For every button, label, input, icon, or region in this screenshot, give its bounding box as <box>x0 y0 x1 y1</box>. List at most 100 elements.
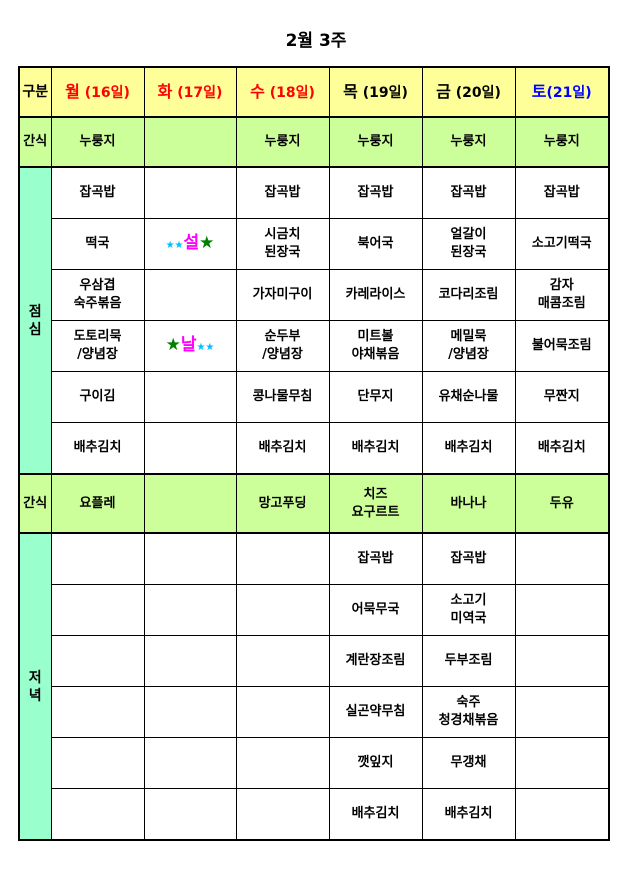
cell-text: 잡곡밥 <box>450 551 487 566</box>
menu-cell <box>235 532 330 585</box>
menu-cell: 소고기떡국 <box>514 218 610 270</box>
cell-text: 감자 <box>549 278 574 293</box>
menu-cell <box>50 635 145 687</box>
cell-text: 카레라이스 <box>345 287 406 302</box>
menu-cell <box>143 371 237 423</box>
cell-text: /양념장 <box>448 347 489 362</box>
cell-text: /양념장 <box>77 347 118 362</box>
cell-text: /양념장 <box>262 347 303 362</box>
menu-cell: 누룽지 <box>50 116 145 168</box>
menu-cell: 두유 <box>514 473 610 534</box>
menu-cell: 잡곡밥 <box>50 166 145 219</box>
cell-text: 떡국 <box>85 236 110 251</box>
menu-cell: 누룽지 <box>421 116 516 168</box>
cell-text: 우삼겹 <box>79 278 116 293</box>
menu-cell: 카레라이스 <box>328 269 423 321</box>
menu-cell <box>235 737 330 789</box>
holiday-text: 날 <box>180 334 197 355</box>
menu-cell: 배추김치 <box>421 788 516 841</box>
cell-text: 유채순나물 <box>438 389 499 404</box>
menu-cell: 순두부/양념장 <box>235 320 330 372</box>
menu-cell: 배추김치 <box>421 422 516 475</box>
menu-cell: 바나나 <box>421 473 516 534</box>
menu-cell: 무갱채 <box>421 737 516 789</box>
day-date: (17일) <box>177 84 223 101</box>
cell-text: 잡곡밥 <box>543 185 580 200</box>
menu-cell <box>50 686 145 738</box>
page-title: 2월 3주 <box>285 31 347 51</box>
menu-cell: 잡곡밥 <box>514 166 610 219</box>
cell-text: 구이김 <box>79 389 116 404</box>
cell-text: 도토리묵 <box>73 329 122 344</box>
cell-text: 매콤조림 <box>537 296 586 311</box>
cell-text: 망고푸딩 <box>258 495 307 511</box>
cell-text: 청경채볶음 <box>438 713 499 728</box>
cell-text: 요플레 <box>79 495 116 511</box>
menu-cell <box>50 737 145 789</box>
day-header: 금 (20일) <box>421 66 516 118</box>
menu-cell: 미트볼 야채볶음 <box>328 320 423 372</box>
cell-text: 얼갈이 <box>450 227 487 242</box>
snack-label: 간식 <box>18 473 52 534</box>
menu-cell <box>143 166 237 219</box>
menu-cell <box>514 737 610 789</box>
menu-cell: 코다리조림 <box>421 269 516 321</box>
cell-text: 누룽지 <box>357 134 394 149</box>
menu-cell <box>514 584 610 636</box>
cell-text: 미역국 <box>450 611 487 626</box>
menu-cell: 얼갈이 된장국 <box>421 218 516 270</box>
cell-text: 배추김치 <box>351 806 400 821</box>
menu-cell <box>50 788 145 841</box>
menu-cell: 잡곡밥 <box>328 166 423 219</box>
cell-text: 배추김치 <box>351 440 400 455</box>
day-date: (21일) <box>546 84 592 101</box>
menu-cell: 콩나물무침 <box>235 371 330 423</box>
menu-cell: 잡곡밥 <box>328 532 423 585</box>
holiday-text: 설 <box>183 232 200 253</box>
cell-text: 깻잎지 <box>357 755 394 770</box>
menu-cell <box>143 116 237 168</box>
cell-text: 잡곡밥 <box>357 551 394 566</box>
cell-text: 미트볼 <box>357 329 394 344</box>
menu-cell <box>235 635 330 687</box>
star-icon: ★ <box>165 334 181 355</box>
menu-cell <box>235 584 330 636</box>
day-date: (19일) <box>362 84 408 101</box>
cell-text: 배추김치 <box>258 440 307 455</box>
cell-text: 누룽지 <box>264 134 301 149</box>
menu-cell <box>50 584 145 636</box>
day-header: 목 (19일) <box>328 66 423 118</box>
day-date: (18일) <box>269 84 315 101</box>
cell-text: 소고기 <box>450 593 487 608</box>
day-name: 화 <box>157 81 173 101</box>
cell-text: 잡곡밥 <box>264 185 301 200</box>
cell-text: 잡곡밥 <box>450 185 487 200</box>
menu-cell: ★★설★ <box>143 218 237 270</box>
menu-cell: 계란장조림 <box>328 635 423 687</box>
menu-cell <box>143 635 237 687</box>
menu-cell <box>143 473 237 534</box>
cell-text: 배추김치 <box>444 806 493 821</box>
cell-text: 누룽지 <box>543 134 580 149</box>
cell-text: 시금치 <box>264 227 301 242</box>
menu-cell: 도토리묵/양념장 <box>50 320 145 372</box>
menu-cell <box>514 635 610 687</box>
menu-cell: 요플레 <box>50 473 145 534</box>
menu-cell: 불어묵조림 <box>514 320 610 372</box>
cell-text: 북어국 <box>357 236 394 251</box>
day-name: 목 <box>343 81 358 101</box>
menu-cell: 배추김치 <box>514 422 610 475</box>
menu-cell: 우삼겹 숙주볶음 <box>50 269 145 321</box>
header-label: 구분 <box>18 66 52 118</box>
menu-cell: 누룽지 <box>514 116 610 168</box>
menu-cell <box>143 584 237 636</box>
day-name: 수 <box>250 81 265 101</box>
day-date: (20일) <box>455 84 501 101</box>
menu-cell <box>514 788 610 841</box>
snack-label: 간식 <box>18 116 52 168</box>
day-date: (16일) <box>84 84 130 101</box>
star-icon: ★★ <box>196 341 215 353</box>
cell-text: 배추김치 <box>73 440 122 455</box>
